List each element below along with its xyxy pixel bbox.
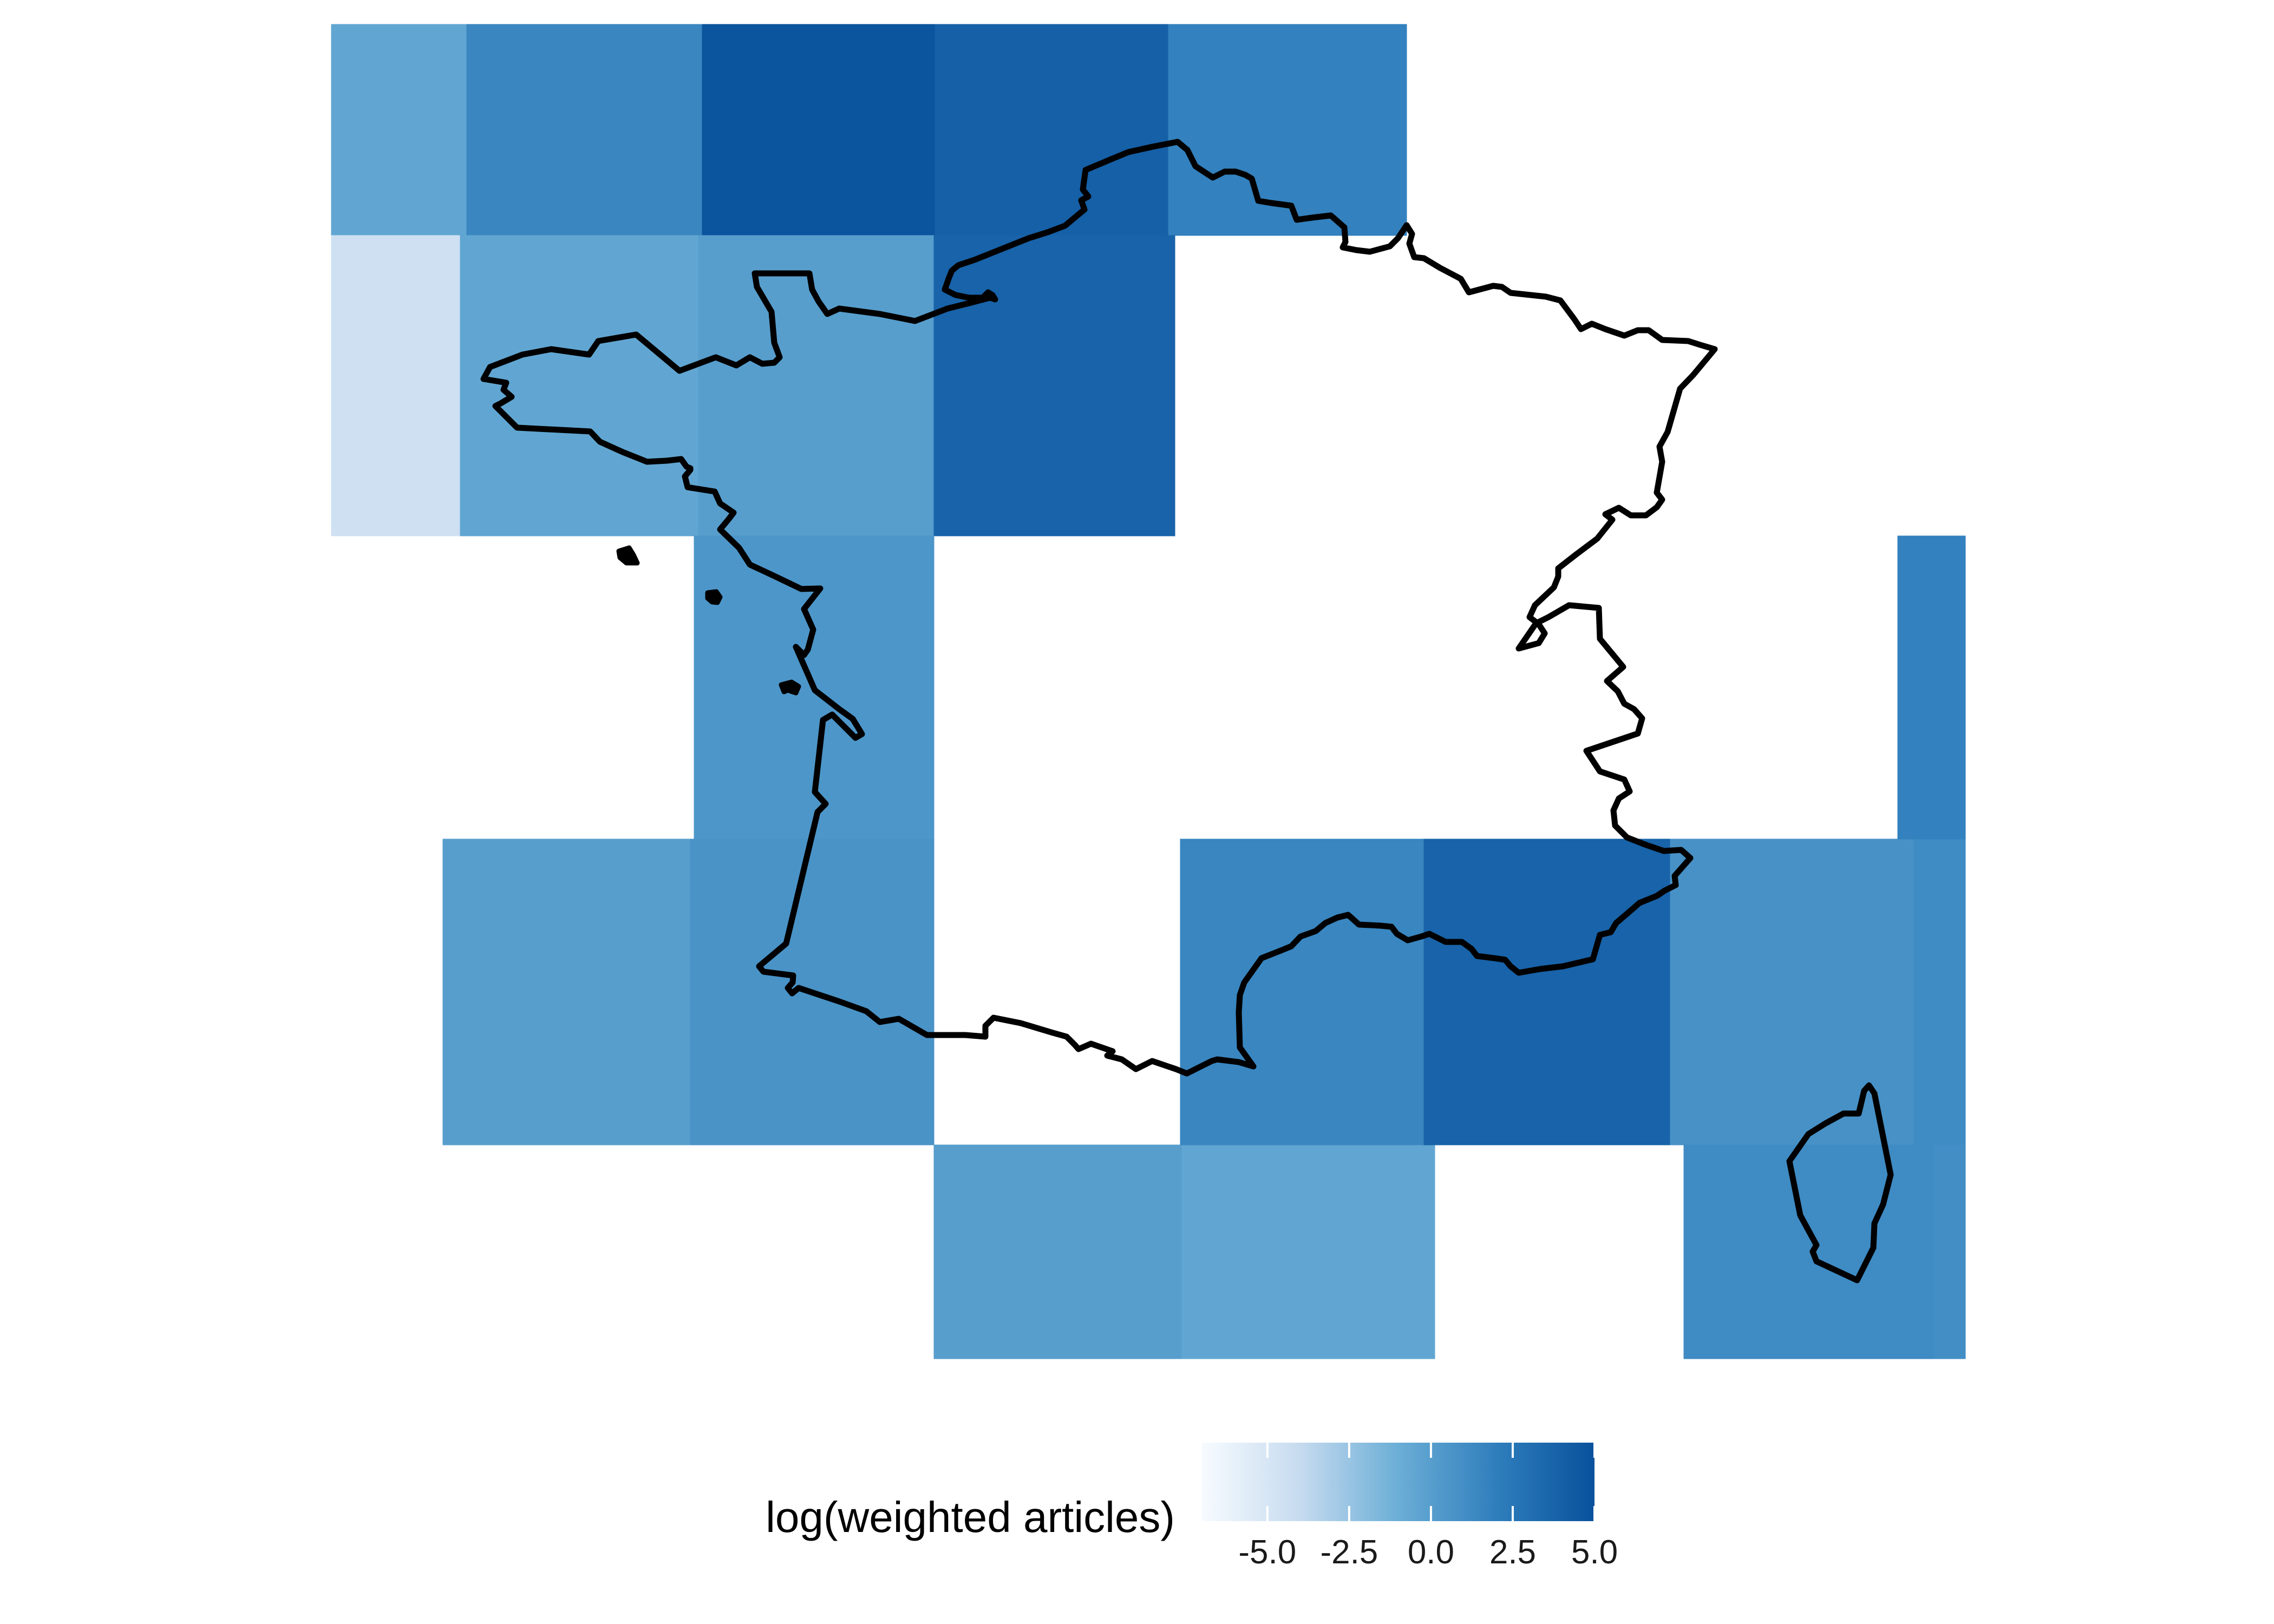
grid-cell [460, 235, 699, 536]
legend-tick-label: 2.5 [1489, 1534, 1536, 1571]
grid-cell [1180, 839, 1424, 1145]
france-outline [480, 139, 1894, 1284]
grid-cell [698, 235, 935, 536]
legend-tick-label: 5.0 [1571, 1534, 1618, 1571]
grid-cell [442, 839, 691, 1145]
legend-tick-label: -5.0 [1238, 1534, 1296, 1571]
grid-cell [466, 24, 703, 236]
grid-cell [1933, 1144, 1966, 1359]
grid-cell [331, 235, 461, 536]
legend: log(weighted articles) -5.0 -2.5 0.0 2.5 5.0 [766, 1443, 1618, 1571]
grid-cell [331, 24, 467, 236]
mainland-coastline [480, 139, 1718, 1077]
island-belle-ile [705, 589, 723, 605]
grid-cell [933, 1144, 1182, 1359]
legend-tick-label: -2.5 [1320, 1534, 1378, 1571]
grid-cell [1168, 24, 1407, 236]
grid-cell [1897, 535, 1966, 840]
grid-cell [935, 24, 1169, 236]
corsica-coastline [1786, 1082, 1894, 1284]
grid-cell [1913, 839, 1966, 1145]
legend-tick-label: 0.0 [1408, 1534, 1454, 1571]
island-re [779, 679, 801, 696]
grid-cell [1181, 1144, 1435, 1359]
grid-cells [331, 24, 1966, 1359]
grid-cell [1423, 839, 1671, 1145]
grid-cell [933, 235, 1175, 536]
island-ushant [616, 545, 640, 566]
legend-title: log(weighted articles) [766, 1493, 1175, 1541]
grid-cell [1683, 1144, 1935, 1359]
grid-cell [702, 24, 936, 236]
legend-colorbar [1202, 1443, 1595, 1521]
